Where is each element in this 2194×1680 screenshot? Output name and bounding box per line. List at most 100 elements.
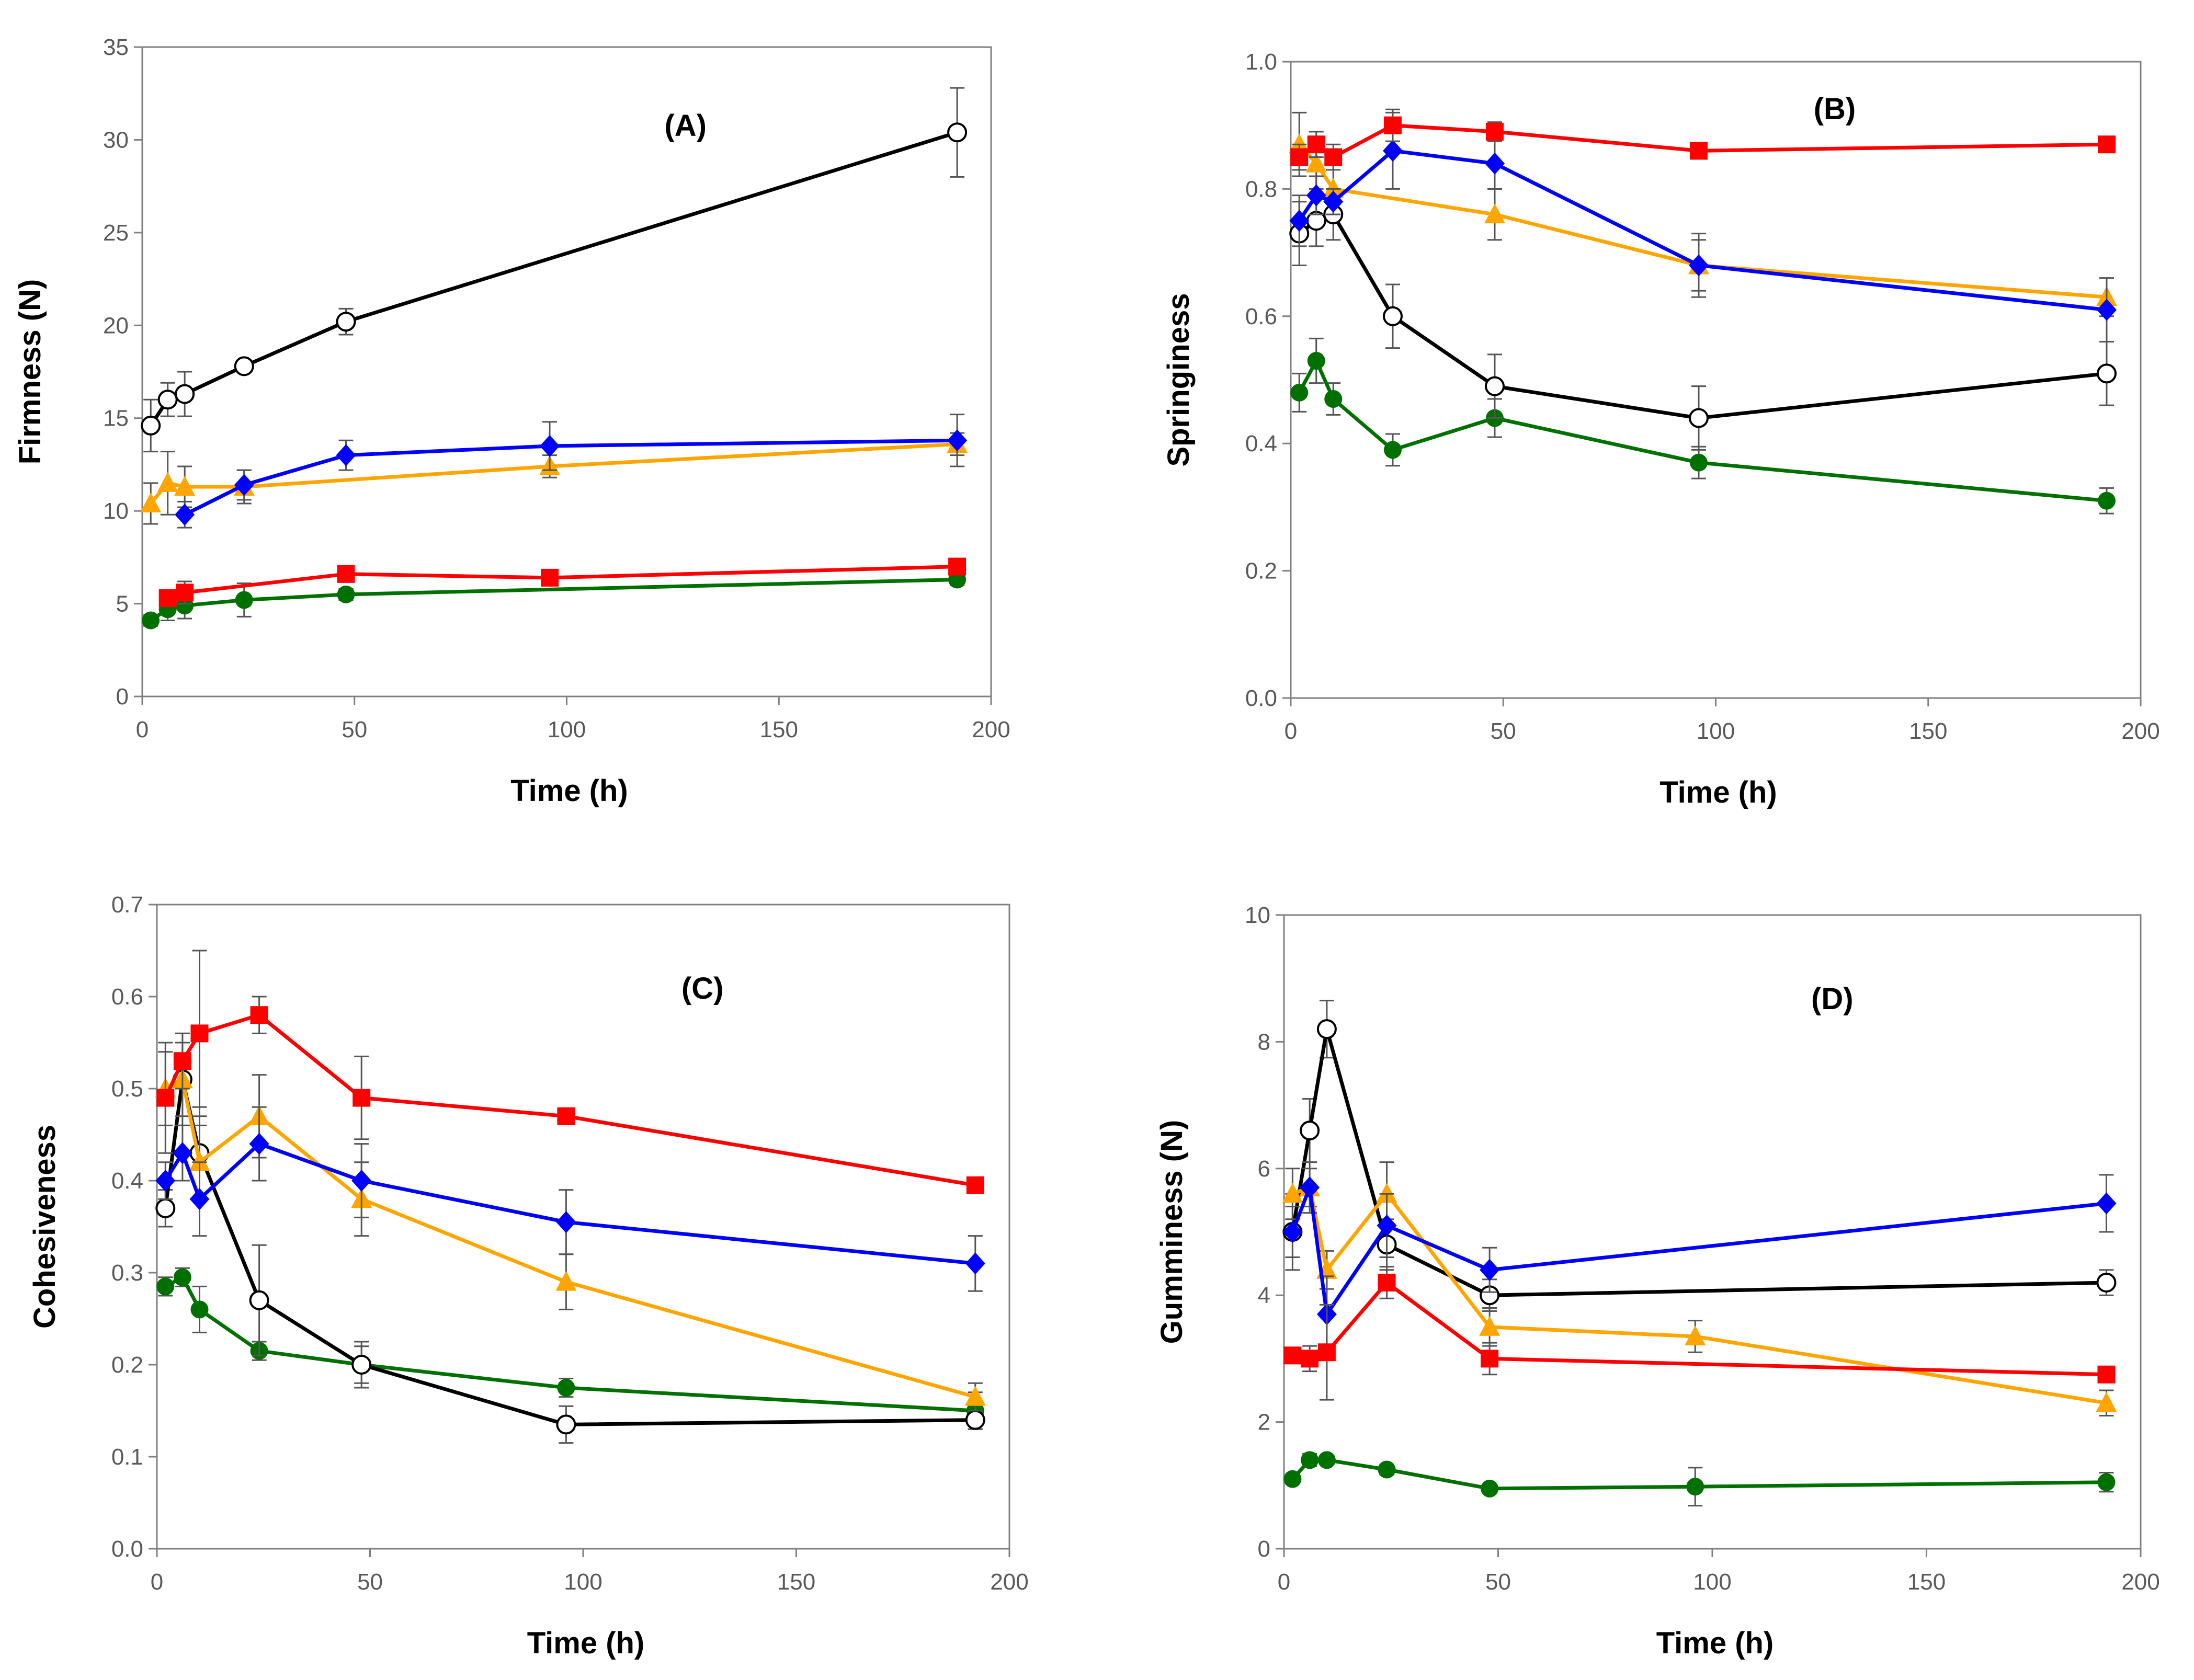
data-point [337, 585, 355, 603]
panel-c-x-tick-label: 100 [564, 1569, 602, 1595]
panel-d-y-axis-title: Gumminess (N) [1155, 1120, 1189, 1344]
panel-a-x-tick-label: 200 [972, 717, 1010, 742]
data-point [190, 1024, 209, 1043]
data-point [1480, 1259, 1500, 1281]
panel-b-y-axis-title: Springiness [1162, 293, 1196, 467]
panel-d-panel-label: (D) [1811, 982, 1854, 1016]
data-point [2098, 135, 2116, 154]
panel-d-x-tick-label: 200 [2121, 1569, 2159, 1595]
series-line [1291, 1185, 2107, 1317]
panel-b-plot-frame [1290, 61, 2142, 699]
data-point [1689, 408, 1709, 428]
series-line [1298, 359, 2107, 503]
panel-c-series-green-circle [156, 1267, 984, 1430]
panel-c-y-tick-label: 0.3 [111, 1260, 143, 1286]
panel-b-series-black-open-circle [1289, 188, 2117, 451]
panel-a-x-tick-label: 150 [760, 717, 798, 742]
series-line [164, 1142, 976, 1265]
panel-a-x-tick-label: 100 [548, 717, 586, 742]
panel-d-plot-frame [1283, 914, 2142, 1550]
data-point [156, 1277, 175, 1296]
panel-d-series-orange-triangle [1282, 1161, 2117, 1416]
data-point [155, 1170, 176, 1192]
data-point [156, 1089, 175, 1107]
data-point [351, 1170, 372, 1192]
data-point [1485, 376, 1505, 396]
panel-b-series-green-circle [1290, 337, 2116, 515]
panel-a-y-tick-label: 35 [103, 35, 129, 60]
data-point [541, 568, 559, 587]
data-point [158, 589, 177, 607]
panel-b: 0.0 0.2 0.4 0.6 0.8 1.0 0 50 100 150 200 Time (h) Sp… [1162, 49, 2160, 809]
data-point [1290, 148, 1309, 166]
data-point [1282, 1221, 1303, 1243]
data-point [1307, 351, 1325, 370]
panel-b-y-tick-label: 0.0 [1245, 685, 1277, 711]
data-point [1301, 1350, 1319, 1368]
panel-b-y-tick-label: 1.0 [1245, 49, 1277, 75]
data-point [157, 390, 178, 410]
data-point [235, 591, 253, 609]
panel-d-x-tick-label: 100 [1693, 1569, 1731, 1595]
data-point [965, 1410, 985, 1430]
data-point [1300, 1176, 1320, 1199]
panel-c-x-tick-label: 0 [151, 1569, 163, 1595]
data-point [175, 504, 195, 526]
series-line [1290, 1027, 2107, 1297]
data-point [540, 435, 560, 457]
panel-c-y-tick-label: 0.7 [111, 892, 143, 918]
panel-d-y-tick-label: 10 [1245, 902, 1270, 928]
data-point [2096, 1392, 2117, 1412]
data-point [1479, 1316, 1500, 1336]
data-point [1282, 1183, 1303, 1203]
data-point [947, 122, 968, 143]
data-point [336, 312, 356, 332]
data-point [1378, 1460, 1396, 1479]
panel-c-y-axis-title: Cohesiveness [28, 1125, 62, 1329]
data-point [141, 415, 161, 436]
panel-b-x-tick-label: 0 [1284, 718, 1297, 744]
data-point [1323, 190, 1344, 213]
data-point [1384, 116, 1402, 134]
data-point [1301, 1451, 1319, 1469]
data-point [947, 429, 968, 452]
data-point [175, 384, 195, 404]
panel-a-series-blue-diamond [175, 414, 968, 529]
panel-b-y-tick-label: 0.8 [1245, 176, 1277, 202]
data-point [155, 1198, 176, 1218]
data-point [189, 1151, 210, 1171]
panel-b-x-axis-title: Time (h) [1659, 775, 1777, 809]
data-point [557, 1107, 575, 1125]
panel-c-y-tick-label: 0.5 [111, 1076, 143, 1102]
series-line [1298, 212, 2107, 420]
panel-c-y-tick-label: 0.6 [111, 984, 143, 1010]
panel-c-y-tick-label: 0.1 [111, 1444, 143, 1470]
data-point [353, 1089, 371, 1107]
data-point [1685, 1325, 1706, 1345]
panel-c-x-tick-label: 50 [357, 1569, 383, 1595]
data-point [173, 1268, 191, 1286]
data-point [1383, 306, 1403, 326]
data-point [2096, 1272, 2117, 1293]
panel-d-y-tick-label: 2 [1258, 1410, 1270, 1435]
data-point [1324, 390, 1343, 408]
panel-c-y-tick-label: 0.4 [111, 1168, 143, 1194]
data-point [1317, 1343, 1336, 1362]
panel-d-x-tick-label: 50 [1485, 1569, 1511, 1595]
panel-c-y-tick-label: 0.0 [111, 1536, 143, 1562]
data-point [1484, 203, 1505, 224]
data-point [2097, 299, 2117, 321]
data-point [965, 1252, 985, 1275]
data-point [1300, 1121, 1320, 1141]
data-point [1305, 152, 1327, 173]
panel-d-x-tick-label: 150 [1907, 1569, 1946, 1595]
series-line [1298, 143, 2107, 299]
panel-c-plot-frame [156, 904, 1010, 1550]
panel-c: 0.0 0.1 0.2 0.3 0.4 0.5 0.6 0.7 0 50 100 150 200 Time… [28, 892, 1029, 1660]
data-point [1323, 178, 1344, 198]
data-point [1486, 122, 1504, 141]
panel-a-y-tick-label: 10 [103, 498, 129, 524]
data-point [249, 1290, 269, 1310]
panel-d-y-tick-label: 6 [1258, 1156, 1270, 1182]
